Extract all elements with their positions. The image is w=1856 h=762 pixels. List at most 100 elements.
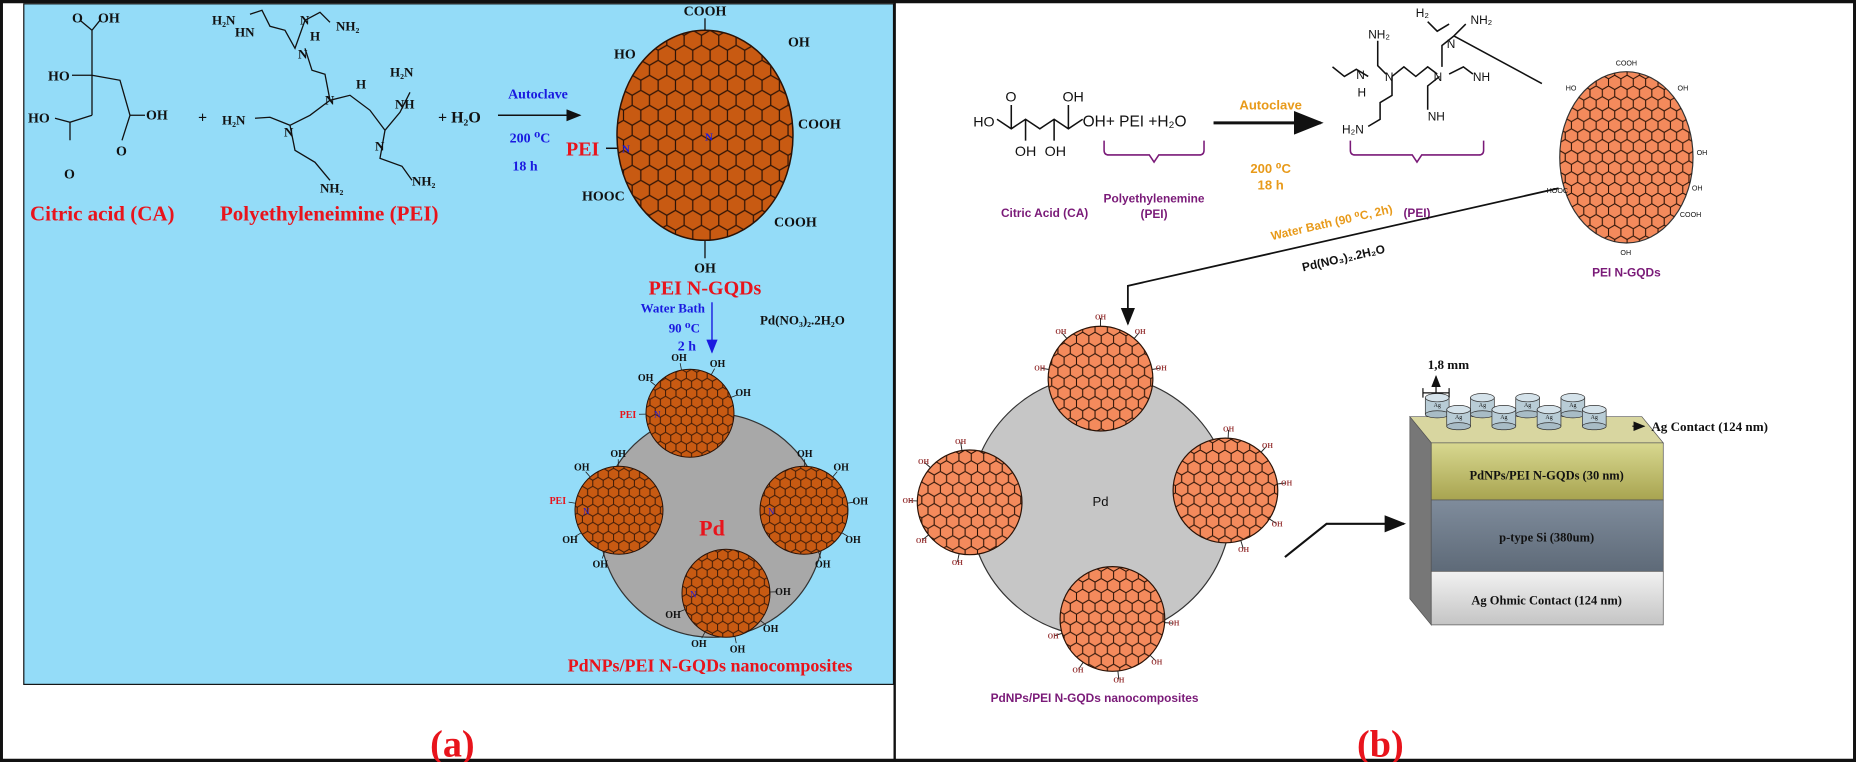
functional-group-label: OH xyxy=(1678,85,1689,93)
plus-sign: + xyxy=(198,109,207,126)
hydroxyl-label: OH xyxy=(1281,479,1293,487)
atom-label: NH₂ xyxy=(1368,27,1390,41)
pei-n-gqd-structure: COOH HO OH PEI N N COOH HOOC COOH OH xyxy=(566,4,841,276)
pei-n-gqd-structure-b: COOH HO OH OH OH HOOC COOH OH xyxy=(1547,60,1708,257)
pei-label-b: (PEI) xyxy=(1403,206,1430,220)
temperature-label-b: 200 ⁰C xyxy=(1250,161,1291,176)
ag-electrode-label: Ag xyxy=(1591,415,1598,421)
ag-ohmic-label: Ag Ohmic Contact (124 nm) xyxy=(1471,594,1621,608)
panel-a-label: (a) xyxy=(430,723,475,762)
nanocomposite-label-a: PdNPs/PEI N-GQDs nanocomposites xyxy=(568,655,853,675)
pei-group-label: PEI xyxy=(620,410,637,421)
pd-nanocomposite-structure: Pd PEIOHOHOHOHNOHOHPEIOHOHNOHOHOHOHOHNOH… xyxy=(549,353,868,656)
ag-electrode: Ag xyxy=(1582,405,1607,431)
reaction-plus-text: OH+ PEI +H₂O xyxy=(1083,113,1187,130)
atom-label: H₂N xyxy=(1342,123,1364,137)
atom-label: N xyxy=(300,12,310,27)
pei-n-gqds-label-b: PEI N-GQDs xyxy=(1592,265,1661,279)
pei-group-label: PEI xyxy=(549,496,566,507)
silicon-layer-label: p-type Si (380um) xyxy=(1499,531,1594,545)
atom-label: O xyxy=(72,11,83,26)
hydroxyl-label: OH xyxy=(1272,520,1284,528)
atom-label: O xyxy=(116,144,127,159)
film-layer xyxy=(1430,442,1664,501)
atom-label: N xyxy=(1356,68,1365,82)
hydroxyl-label: OH xyxy=(1156,364,1168,372)
atom-label: NH xyxy=(395,96,414,111)
atom-label: H xyxy=(356,76,366,91)
hydroxyl-label: OH xyxy=(1055,328,1067,336)
hydroxyl-label: OH xyxy=(1238,546,1250,554)
pei-structure: H₂N HN N H NH₂ N N H H₂N NH H₂N N N NH₂ … xyxy=(212,9,435,195)
nitrogen-label: N xyxy=(622,143,630,155)
pei-structure-b: NH₂ H₂ NH₂ N N N N NH H NH H₂N xyxy=(1332,6,1543,137)
palladium-precursor-label: Pd(NO₃)₂.2H₂O xyxy=(760,312,845,327)
citric-acid-label: Citric acid (CA) xyxy=(30,201,175,225)
functional-group-label: OH xyxy=(694,261,716,276)
hydroxyl-label: OH xyxy=(1135,328,1147,336)
pei-label: Polyethyleneimine (PEI) xyxy=(220,201,439,225)
functional-group-label: OH xyxy=(788,35,810,50)
ag-electrode-label: Ag xyxy=(1434,403,1441,409)
atom-label: NH₂ xyxy=(320,180,343,195)
hydroxyl-label: OH xyxy=(918,458,930,466)
small-gqd: PEI OH OH OH OH N xyxy=(620,353,751,458)
time-label: 18 h xyxy=(512,159,537,174)
ag-ohmic-layer xyxy=(1430,571,1664,626)
pd-nanocomposite-structure-b: Pd OHOHOHOHOHOHOHOHOHOHOHOHOHOHOHOHOHOHO… xyxy=(902,313,1292,684)
panel-a: O OH HO HO OH O O Citric acid (CA) + H₂N… xyxy=(23,3,895,762)
citric-acid-structure: O OH HO HO OH O O xyxy=(28,11,168,182)
ag-electrode: Ag xyxy=(1424,393,1450,419)
hydroxyl-label: OH xyxy=(691,639,707,650)
hydroxyl-label: OH xyxy=(1034,364,1046,372)
ag-electrode-label: Ag xyxy=(1569,403,1576,409)
atom-label: HO xyxy=(28,111,50,126)
atom-label: HN xyxy=(235,24,255,39)
hydroxyl-label: OH xyxy=(665,610,681,621)
hydroxyl-label: OH xyxy=(797,449,813,460)
atom-label: HO xyxy=(973,114,994,130)
pd-label: Pd xyxy=(699,515,725,540)
ag-electrode: Ag xyxy=(1470,393,1495,419)
pei-n-gqds-label: PEI N-GQDs xyxy=(649,277,762,299)
hydroxyl-label: OH xyxy=(1072,667,1084,675)
atom-label: H₂N xyxy=(390,64,414,79)
ag-electrode: Ag xyxy=(1515,393,1540,419)
atom-label: N xyxy=(298,46,308,61)
hydroxyl-label: OH xyxy=(916,537,928,545)
panel-b: O OH HO OH OH OH+ PEI +H₂O Citric Acid (… xyxy=(902,6,1767,762)
autoclave-label: Autoclave xyxy=(508,87,568,102)
citric-acid-structure-b: O OH HO OH OH xyxy=(973,89,1084,160)
atom-label: O xyxy=(64,167,75,182)
atom-label: NH₂ xyxy=(336,18,359,33)
small-gqd: OH OH OH OH OH xyxy=(902,438,1023,567)
hydroxyl-label: OH xyxy=(730,645,746,656)
atom-label: OH xyxy=(1062,89,1083,105)
atom-label: NH xyxy=(1428,109,1445,123)
electrode-dimension-marker xyxy=(1422,376,1450,398)
ag-electrode: Ag xyxy=(1491,405,1517,431)
atom-label: N xyxy=(284,124,294,139)
functional-group-label: COOH xyxy=(798,117,841,132)
citric-acid-label-b: Citric Acid (CA) xyxy=(1001,206,1088,220)
pei-group-label: PEI xyxy=(566,138,600,160)
hydroxyl-label: OH xyxy=(902,497,914,505)
water-reactant: + H₂O xyxy=(438,109,481,126)
pd-label-b: Pd xyxy=(1093,494,1109,509)
ag-electrode-label: Ag xyxy=(1500,415,1507,421)
atom-label: H xyxy=(310,28,320,43)
ag-electrode: Ag xyxy=(1560,393,1586,419)
small-gqd: OH OH PEI OH OH N xyxy=(549,449,664,571)
atom-label: H₂ xyxy=(1416,6,1430,20)
atom-label: N xyxy=(1434,70,1443,84)
hydroxyl-label: OH xyxy=(955,438,967,446)
nanocomposite-label-b: PdNPs/PEI N-GQDs nanocomposites xyxy=(991,691,1199,705)
device-side-face xyxy=(1409,415,1432,626)
panel-b-label: (b) xyxy=(1357,723,1404,762)
functional-group-label: HOOC xyxy=(582,189,625,204)
atom-label: OH xyxy=(146,108,168,123)
functional-group-label: HO xyxy=(1566,85,1577,93)
small-gqd: OH OH OH OH OH xyxy=(1172,425,1293,554)
silicon-layer xyxy=(1430,499,1664,572)
